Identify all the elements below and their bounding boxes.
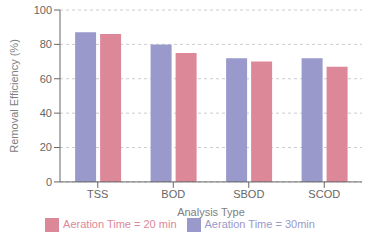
svg-text:20: 20 bbox=[40, 141, 52, 153]
html-text:Aeration Time = 30min: Aeration Time = 30min bbox=[204, 217, 315, 230]
svg-text:TSS: TSS bbox=[87, 188, 108, 200]
svg-text:60: 60 bbox=[40, 73, 52, 85]
svg-text:Removal Efficiency (%): Removal Efficiency (%) bbox=[8, 39, 20, 153]
svg-text:Analysis Type: Analysis Type bbox=[177, 206, 245, 218]
svg-text:80: 80 bbox=[40, 38, 52, 50]
svg-text:100: 100 bbox=[34, 4, 52, 16]
svg-text:BOD: BOD bbox=[161, 188, 185, 200]
svg-text:SCOD: SCOD bbox=[308, 188, 340, 200]
html-text:Aeration Time = 20 min: Aeration Time = 20 min bbox=[63, 217, 177, 230]
svg-text:40: 40 bbox=[40, 107, 52, 119]
svg-text:0: 0 bbox=[46, 176, 52, 188]
svg-text:SBOD: SBOD bbox=[233, 188, 264, 200]
